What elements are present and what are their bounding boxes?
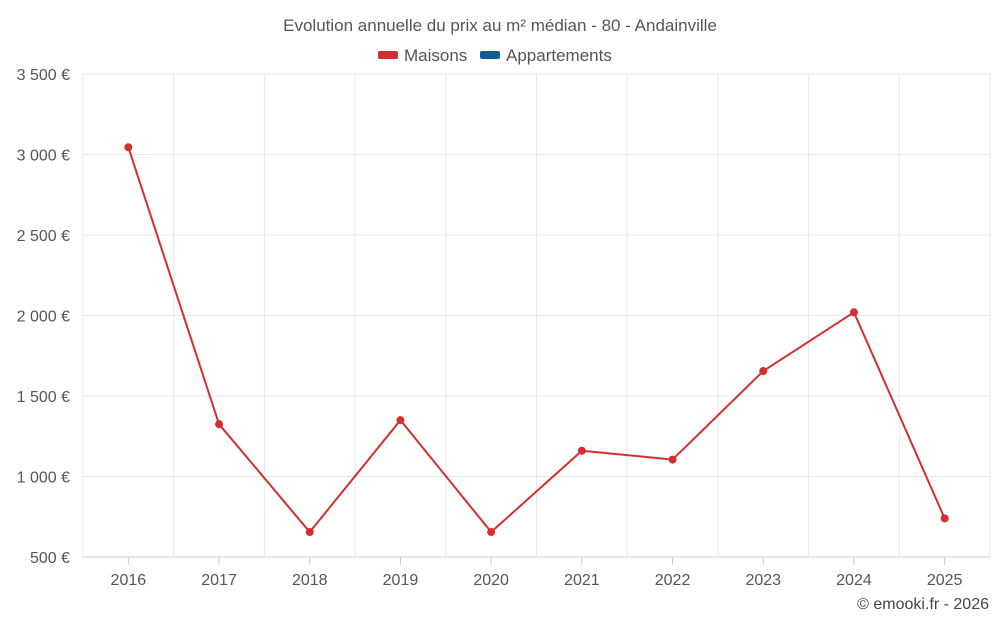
data-point[interactable] <box>759 367 768 376</box>
data-point[interactable] <box>396 416 405 425</box>
data-point[interactable] <box>305 528 314 537</box>
gridlines <box>82 73 991 558</box>
x-tick-label: 2017 <box>201 572 237 589</box>
series-line-maisons <box>127 146 946 534</box>
legend-label-appartements[interactable]: Appartements <box>506 46 612 65</box>
x-axis: 2016 2017 2018 2019 2020 2021 2022 2023 2024 2025 <box>111 557 963 589</box>
legend-swatch-maisons <box>378 51 398 59</box>
data-point[interactable] <box>668 455 677 464</box>
y-tick-label: 3 000 € <box>17 148 70 165</box>
y-tick-label: 500 € <box>30 550 70 567</box>
data-point[interactable] <box>215 420 224 429</box>
x-tick-label: 2025 <box>927 572 963 589</box>
x-tick-label: 2020 <box>473 572 509 589</box>
chart-title: Evolution annuelle du prix au m² médian … <box>283 16 717 35</box>
y-tick-label: 2 000 € <box>17 309 70 326</box>
data-point[interactable] <box>940 514 949 523</box>
series <box>124 143 949 537</box>
legend-swatch-appartements <box>480 51 500 59</box>
y-tick-label: 2 500 € <box>17 228 70 245</box>
data-point[interactable] <box>487 528 496 537</box>
data-point[interactable] <box>124 143 133 152</box>
y-tick-label: 1 000 € <box>17 470 70 487</box>
x-tick-label: 2019 <box>383 572 419 589</box>
legend: Maisons Appartements <box>378 46 612 65</box>
x-tick-label: 2024 <box>836 572 872 589</box>
x-tick-label: 2016 <box>111 572 147 589</box>
x-tick-label: 2018 <box>292 572 328 589</box>
legend-label-maisons[interactable]: Maisons <box>404 46 467 65</box>
data-point[interactable] <box>577 446 586 455</box>
x-tick-label: 2021 <box>564 572 600 589</box>
data-point[interactable] <box>849 308 858 317</box>
x-tick-label: 2023 <box>745 572 781 589</box>
x-tick-label: 2022 <box>655 572 691 589</box>
y-axis: 500 € 1 000 € 1 500 € 2 000 € 2 500 € 3 000 €… <box>17 67 70 567</box>
y-tick-label: 3 500 € <box>17 67 70 84</box>
y-tick-label: 1 500 € <box>17 389 70 406</box>
credit: © emooki.fr - 2026 <box>857 596 989 613</box>
